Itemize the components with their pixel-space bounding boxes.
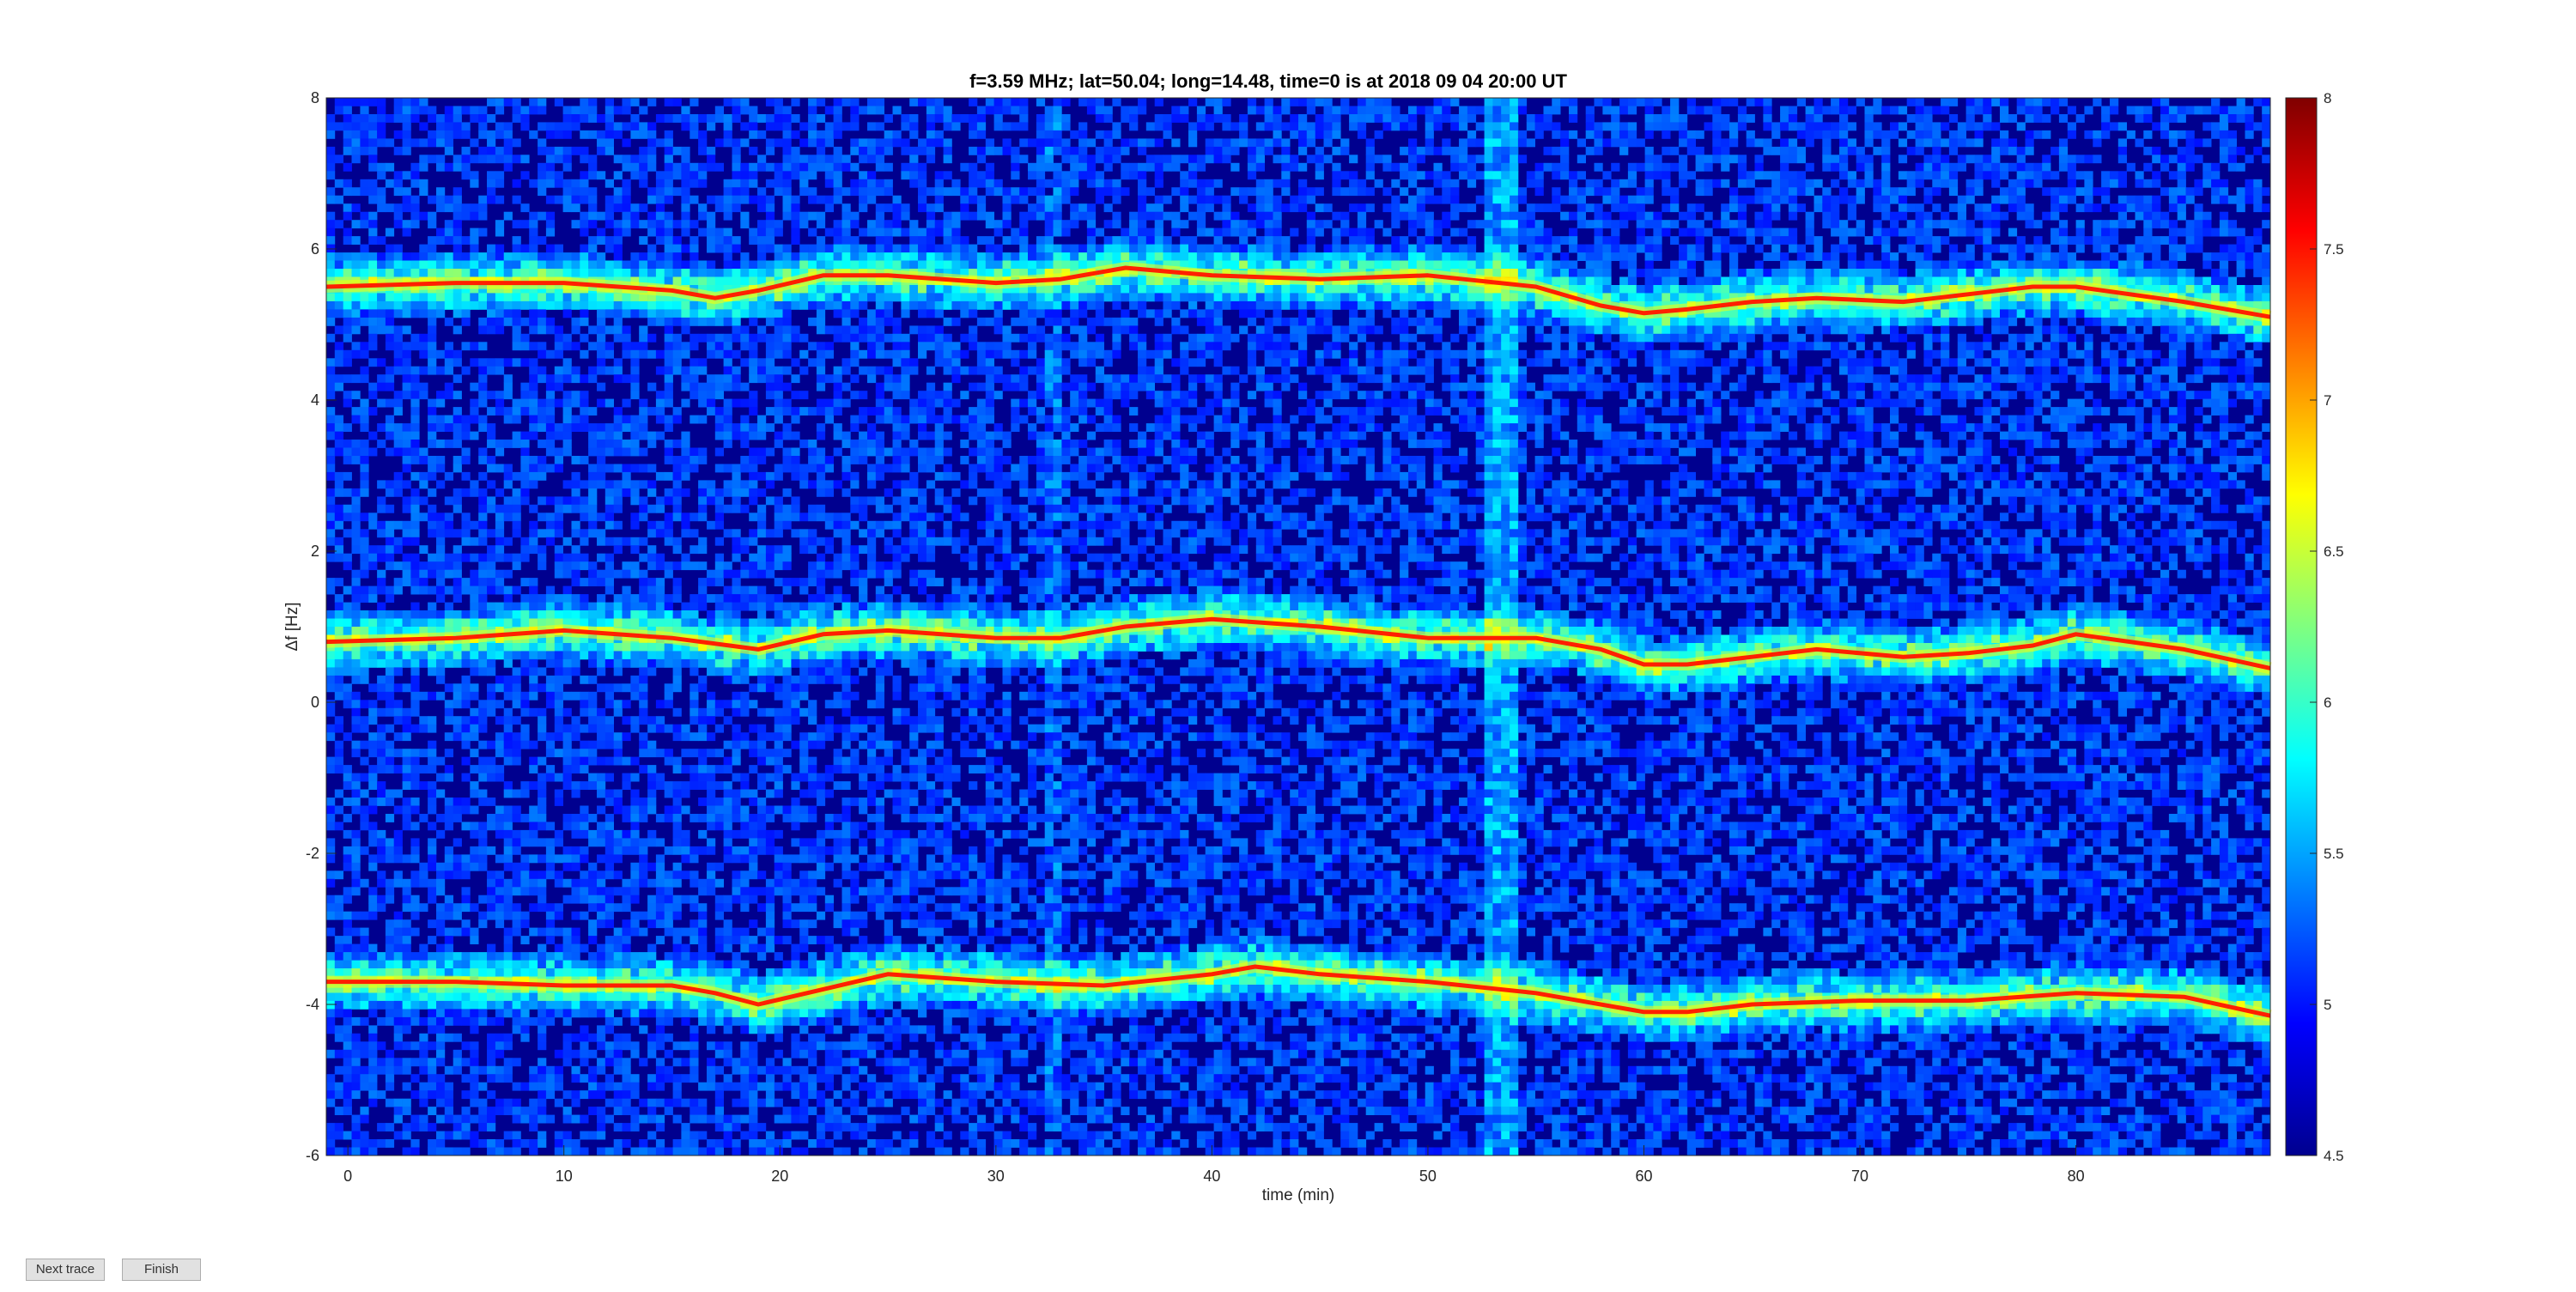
x-tick-label: 0 bbox=[343, 1168, 352, 1185]
y-tick-label: -6 bbox=[306, 1147, 319, 1164]
y-tick-label: -4 bbox=[306, 996, 319, 1013]
x-tick-label: 10 bbox=[556, 1168, 573, 1185]
spectrogram-plot-area bbox=[326, 98, 2270, 1156]
x-tick-label: 80 bbox=[2068, 1168, 2085, 1185]
colorbar-tick-label: 7.5 bbox=[2324, 241, 2344, 258]
colorbar-tick-label: 8 bbox=[2324, 90, 2331, 106]
y-axis-label: Δf [Hz] bbox=[283, 602, 301, 651]
x-tick-label: 30 bbox=[987, 1168, 1005, 1185]
colorbar-tick-label: 4.5 bbox=[2324, 1148, 2344, 1164]
colorbar-tick-label: 6 bbox=[2324, 695, 2331, 711]
x-tick-label: 50 bbox=[1419, 1168, 1437, 1185]
x-axis-label: time (min) bbox=[1262, 1186, 1334, 1204]
next-trace-button[interactable]: Next trace bbox=[26, 1259, 105, 1281]
colorbar-gradient bbox=[2286, 98, 2317, 1156]
colorbar-tick-label: 7 bbox=[2324, 392, 2331, 409]
colorbar-tick-label: 6.5 bbox=[2324, 543, 2344, 560]
x-tick-label: 60 bbox=[1635, 1168, 1652, 1185]
chart-title: f=3.59 MHz; lat=50.04; long=14.48, time=… bbox=[969, 70, 1567, 92]
x-tick-label: 40 bbox=[1203, 1168, 1220, 1185]
colorbar: 4.5 5 5.5 6 6.5 7 7.5 8 bbox=[2286, 90, 2344, 1164]
x-tick-label: 20 bbox=[771, 1168, 788, 1185]
y-tick-label: -2 bbox=[306, 845, 319, 862]
x-tick-label: 70 bbox=[1851, 1168, 1868, 1185]
colorbar-tick-label: 5 bbox=[2324, 997, 2331, 1013]
finish-button[interactable]: Finish bbox=[122, 1259, 201, 1281]
colorbar-tick-label: 5.5 bbox=[2324, 846, 2344, 862]
y-tick-label: 2 bbox=[311, 543, 319, 560]
y-tick-label: 0 bbox=[311, 694, 319, 711]
y-tick-label: 8 bbox=[311, 89, 319, 106]
y-tick-label: 6 bbox=[311, 240, 319, 258]
y-tick-label: 4 bbox=[311, 391, 319, 409]
